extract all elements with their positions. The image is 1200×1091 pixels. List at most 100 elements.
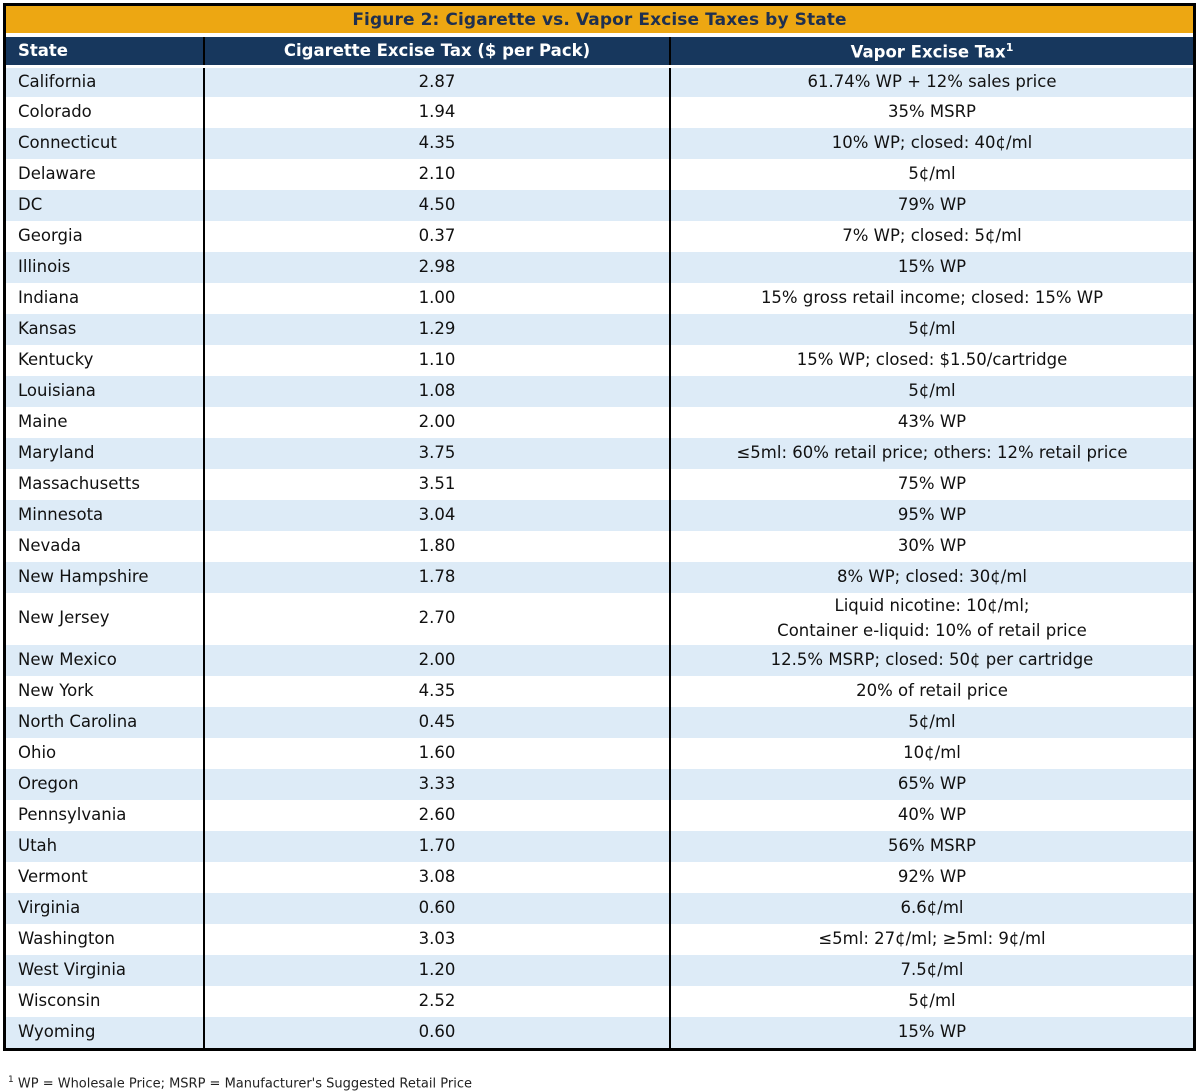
cigarette-tax-cell: 0.45 — [203, 706, 671, 738]
table-row: Connecticut 4.35 10% WP; closed: 40¢/ml — [6, 128, 1193, 159]
header-row: State Cigarette Excise Tax ($ per Pack) … — [6, 37, 1193, 68]
vapor-tax-cell: 43% WP — [670, 407, 1193, 438]
table-row: Kansas 1.29 5¢/ml — [6, 314, 1193, 345]
table-row: New York 4.35 20% of retail price — [6, 675, 1193, 707]
cigarette-tax-cell: 3.04 — [203, 500, 671, 531]
table-row: Pennsylvania 2.60 40% WP — [6, 799, 1193, 831]
cigarette-tax-cell: 2.60 — [203, 799, 671, 831]
table-row: Virginia 0.60 6.6¢/ml — [6, 892, 1193, 924]
vapor-tax-cell: 7% WP; closed: 5¢/ml — [670, 221, 1193, 252]
vapor-tax-cell: 15% WP — [670, 252, 1193, 283]
table-row: West Virginia 1.20 7.5¢/ml — [6, 954, 1193, 986]
table-row: North Carolina 0.45 5¢/ml — [6, 706, 1193, 738]
cigarette-tax-cell: 1.10 — [203, 345, 671, 376]
cigarette-tax-cell: 4.50 — [203, 190, 671, 221]
vapor-tax-cell: 56% MSRP — [670, 830, 1193, 862]
figure-table: Figure 2: Cigarette vs. Vapor Excise Tax… — [3, 3, 1196, 1051]
cigarette-tax-cell: 1.60 — [203, 737, 671, 769]
state-cell: New Hampshire — [6, 562, 204, 593]
state-cell: Maine — [6, 407, 204, 438]
vapor-tax-cell: 75% WP — [670, 469, 1193, 500]
vapor-tax-cell: 65% WP — [670, 768, 1193, 800]
cigarette-tax-cell: 4.35 — [203, 128, 671, 159]
vapor-tax-cell: 95% WP — [670, 500, 1193, 531]
cigarette-tax-cell: 1.20 — [203, 954, 671, 986]
table-row: Utah 1.70 56% MSRP — [6, 830, 1193, 862]
vapor-tax-cell: 15% WP; closed: $1.50/cartridge — [670, 345, 1193, 376]
vapor-tax-cell: 92% WP — [670, 861, 1193, 893]
table-row: Wyoming 0.60 15% WP — [6, 1016, 1193, 1048]
cigarette-tax-cell: 1.94 — [203, 97, 671, 128]
state-cell: Pennsylvania — [6, 799, 204, 831]
cigarette-tax-cell: 0.60 — [203, 892, 671, 924]
vapor-tax-cell: 20% of retail price — [670, 675, 1193, 707]
cigarette-tax-cell: 2.98 — [203, 252, 671, 283]
state-cell: New York — [6, 675, 204, 707]
state-cell: Utah — [6, 830, 204, 862]
vapor-tax-cell: ≤5ml: 27¢/ml; ≥5ml: 9¢/ml — [670, 923, 1193, 955]
cigarette-tax-cell: 2.70 — [203, 593, 671, 645]
vapor-tax-cell: 5¢/ml — [670, 314, 1193, 345]
vapor-tax-cell: 15% WP — [670, 1016, 1193, 1048]
column-header-cigarette-tax: Cigarette Excise Tax ($ per Pack) — [203, 37, 671, 68]
vapor-tax-cell: 40% WP — [670, 799, 1193, 831]
state-cell: Indiana — [6, 283, 204, 314]
table-row: New Hampshire 1.78 8% WP; closed: 30¢/ml — [6, 562, 1193, 593]
column-header-vapor-tax: Vapor Excise Tax1 — [670, 37, 1193, 68]
figure-title: Figure 2: Cigarette vs. Vapor Excise Tax… — [6, 6, 1193, 37]
vapor-tax-cell: 12.5% MSRP; closed: 50¢ per cartridge — [670, 644, 1193, 676]
cigarette-tax-cell: 0.37 — [203, 221, 671, 252]
cigarette-tax-cell: 3.51 — [203, 469, 671, 500]
state-cell: Connecticut — [6, 128, 204, 159]
cigarette-tax-cell: 4.35 — [203, 675, 671, 707]
table-row: Massachusetts 3.51 75% WP — [6, 469, 1193, 500]
state-cell: North Carolina — [6, 706, 204, 738]
table-row: Minnesota 3.04 95% WP — [6, 500, 1193, 531]
vapor-tax-cell: 10¢/ml — [670, 737, 1193, 769]
cigarette-tax-cell: 1.29 — [203, 314, 671, 345]
cigarette-tax-cell: 1.70 — [203, 830, 671, 862]
state-cell: Illinois — [6, 252, 204, 283]
table-row: Delaware 2.10 5¢/ml — [6, 159, 1193, 190]
cigarette-tax-cell: 2.10 — [203, 159, 671, 190]
state-cell: Georgia — [6, 221, 204, 252]
state-cell: West Virginia — [6, 954, 204, 986]
footnote-text: WP = Wholesale Price; MSRP = Manufacture… — [13, 1076, 472, 1091]
state-cell: Nevada — [6, 531, 204, 562]
cigarette-tax-cell: 1.08 — [203, 376, 671, 407]
table-row: Nevada 1.80 30% WP — [6, 531, 1193, 562]
table-row: Georgia 0.37 7% WP; closed: 5¢/ml — [6, 221, 1193, 252]
state-cell: New Jersey — [6, 593, 204, 645]
cigarette-tax-cell: 1.80 — [203, 531, 671, 562]
cigarette-tax-cell: 2.52 — [203, 985, 671, 1017]
column-header-state: State — [6, 37, 204, 68]
table-body: California 2.87 61.74% WP + 12% sales pr… — [6, 66, 1193, 1048]
vapor-tax-cell: 61.74% WP + 12% sales price — [670, 66, 1193, 97]
state-cell: New Mexico — [6, 644, 204, 676]
vapor-tax-cell: 10% WP; closed: 40¢/ml — [670, 128, 1193, 159]
state-cell: California — [6, 66, 204, 97]
state-cell: Vermont — [6, 861, 204, 893]
table-row: New Mexico 2.00 12.5% MSRP; closed: 50¢ … — [6, 644, 1193, 676]
table-row: Oregon 3.33 65% WP — [6, 768, 1193, 800]
table-row: Indiana 1.00 15% gross retail income; cl… — [6, 283, 1193, 314]
state-cell: Louisiana — [6, 376, 204, 407]
vapor-tax-cell: 15% gross retail income; closed: 15% WP — [670, 283, 1193, 314]
state-cell: Colorado — [6, 97, 204, 128]
state-cell: Delaware — [6, 159, 204, 190]
table-row: Washington 3.03 ≤5ml: 27¢/ml; ≥5ml: 9¢/m… — [6, 923, 1193, 955]
table-row: Illinois 2.98 15% WP — [6, 252, 1193, 283]
table-row: Kentucky 1.10 15% WP; closed: $1.50/cart… — [6, 345, 1193, 376]
vapor-tax-cell: ≤5ml: 60% retail price; others: 12% reta… — [670, 438, 1193, 469]
state-cell: DC — [6, 190, 204, 221]
vapor-tax-cell: 5¢/ml — [670, 985, 1193, 1017]
footnote-marker: 1 — [8, 1075, 14, 1085]
cigarette-tax-cell: 1.00 — [203, 283, 671, 314]
tax-table: State Cigarette Excise Tax ($ per Pack) … — [6, 37, 1193, 1048]
table-row: California 2.87 61.74% WP + 12% sales pr… — [6, 66, 1193, 97]
table-row: Colorado 1.94 35% MSRP — [6, 97, 1193, 128]
state-cell: Washington — [6, 923, 204, 955]
table-row: Ohio 1.60 10¢/ml — [6, 737, 1193, 769]
cigarette-tax-cell: 2.00 — [203, 407, 671, 438]
table-row: New Jersey 2.70 Liquid nicotine: 10¢/ml;… — [6, 593, 1193, 645]
